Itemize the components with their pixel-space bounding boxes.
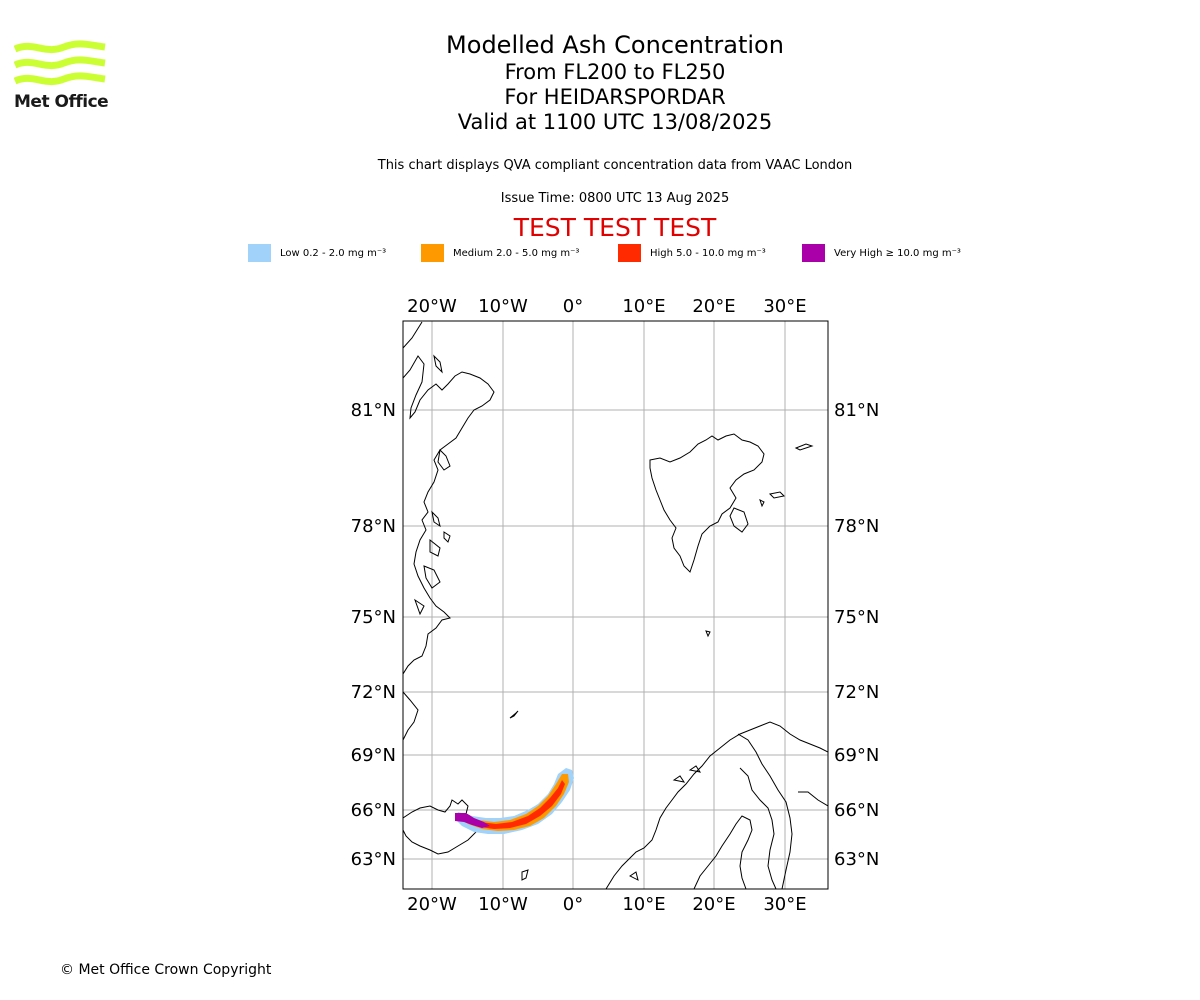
lat-label: 69°N [834, 745, 879, 766]
copyright-notice: © Met Office Crown Copyright [60, 962, 272, 978]
kvitoya [794, 443, 814, 451]
ash-medium [460, 774, 569, 831]
coastlines [403, 321, 828, 889]
legend-item-low: Low 0.2 - 2.0 mg m⁻³ [248, 244, 386, 262]
legend: Low 0.2 - 2.0 mg m⁻³ Medium 2.0 - 5.0 mg… [0, 244, 1200, 264]
legend-label-high: High 5.0 - 10.0 mg m⁻³ [650, 247, 766, 259]
lat-label: 72°N [834, 682, 879, 703]
legend-item-very-high: Very High ≥ 10.0 mg m⁻³ [802, 244, 961, 262]
lat-label: 81°N [351, 400, 396, 421]
map-frame [402, 320, 829, 890]
lat-label: 78°N [351, 516, 396, 537]
lat-labels-left: 81°N 78°N 75°N 72°N 69°N 66°N 63°N [351, 400, 396, 870]
jan-mayen [509, 710, 519, 719]
legend-label-very-high: Very High ≥ 10.0 mg m⁻³ [834, 247, 961, 259]
lat-label: 75°N [834, 607, 879, 628]
flight-levels: From FL200 to FL250 [504, 60, 726, 84]
scandinavia-coast [605, 721, 828, 889]
valid-time: Valid at 1100 UTC 13/08/2025 [457, 110, 773, 134]
lat-label: 63°N [351, 849, 396, 870]
chart-title-block: Modelled Ash Concentration From FL200 to… [315, 30, 915, 135]
lon-label: 0° [563, 296, 583, 317]
issue-time: Issue Time: 0800 UTC 13 Aug 2025 [500, 191, 730, 206]
legend-item-high: High 5.0 - 10.0 mg m⁻³ [618, 244, 766, 262]
lat-label: 72°N [351, 682, 396, 703]
legend-swatch-very-high [802, 244, 825, 262]
faroe-islands [521, 869, 529, 881]
bear-island [705, 630, 711, 638]
ash-very-high [455, 813, 490, 828]
qva-subtitle: This chart displays QVA compliant concen… [377, 158, 853, 173]
legend-item-medium: Medium 2.0 - 5.0 mg m⁻³ [421, 244, 579, 262]
legend-swatch-medium [421, 244, 444, 262]
lon-label: 0° [563, 894, 583, 915]
lon-labels-top: 20°W 10°W 0° 10°E 20°E 30°E [407, 296, 806, 317]
lat-label: 81°N [834, 400, 879, 421]
gulf-of-bothnia [693, 815, 753, 889]
legend-label-low: Low 0.2 - 2.0 mg m⁻³ [280, 247, 387, 259]
lat-label: 78°N [834, 516, 879, 537]
ash-plume [455, 768, 574, 834]
graticule [403, 321, 828, 889]
lat-label: 66°N [351, 800, 396, 821]
lon-label: 20°W [407, 296, 457, 317]
svalbard-coast [649, 433, 765, 573]
lat-label: 69°N [351, 745, 396, 766]
met-office-logo [14, 40, 106, 86]
lat-labels-right: 81°N 78°N 75°N 72°N 69°N 66°N 63°N [834, 400, 879, 870]
lon-label: 20°E [692, 296, 735, 317]
lon-label: 30°E [763, 296, 806, 317]
lat-label: 66°N [834, 800, 879, 821]
lat-label: 63°N [834, 849, 879, 870]
test-banner: TEST TEST TEST [513, 213, 717, 242]
lon-label: 20°W [407, 894, 457, 915]
legend-swatch-high [618, 244, 641, 262]
lon-label: 10°E [622, 296, 665, 317]
chart-title: Modelled Ash Concentration [446, 31, 784, 59]
lon-label: 20°E [692, 894, 735, 915]
legend-label-medium: Medium 2.0 - 5.0 mg m⁻³ [453, 247, 580, 259]
lon-label: 10°W [478, 296, 528, 317]
volcano-name: For HEIDARSPORDAR [504, 85, 726, 109]
lat-label: 75°N [351, 607, 396, 628]
lon-label: 30°E [763, 894, 806, 915]
lon-label: 10°E [622, 894, 665, 915]
logo-text: Met Office [14, 92, 109, 112]
legend-swatch-low [248, 244, 271, 262]
lon-labels-bottom: 20°W 10°W 0° 10°E 20°E 30°E [407, 894, 806, 915]
lon-label: 10°W [478, 894, 528, 915]
greenland-coast [403, 321, 495, 741]
sweden-finland-border [739, 767, 777, 889]
